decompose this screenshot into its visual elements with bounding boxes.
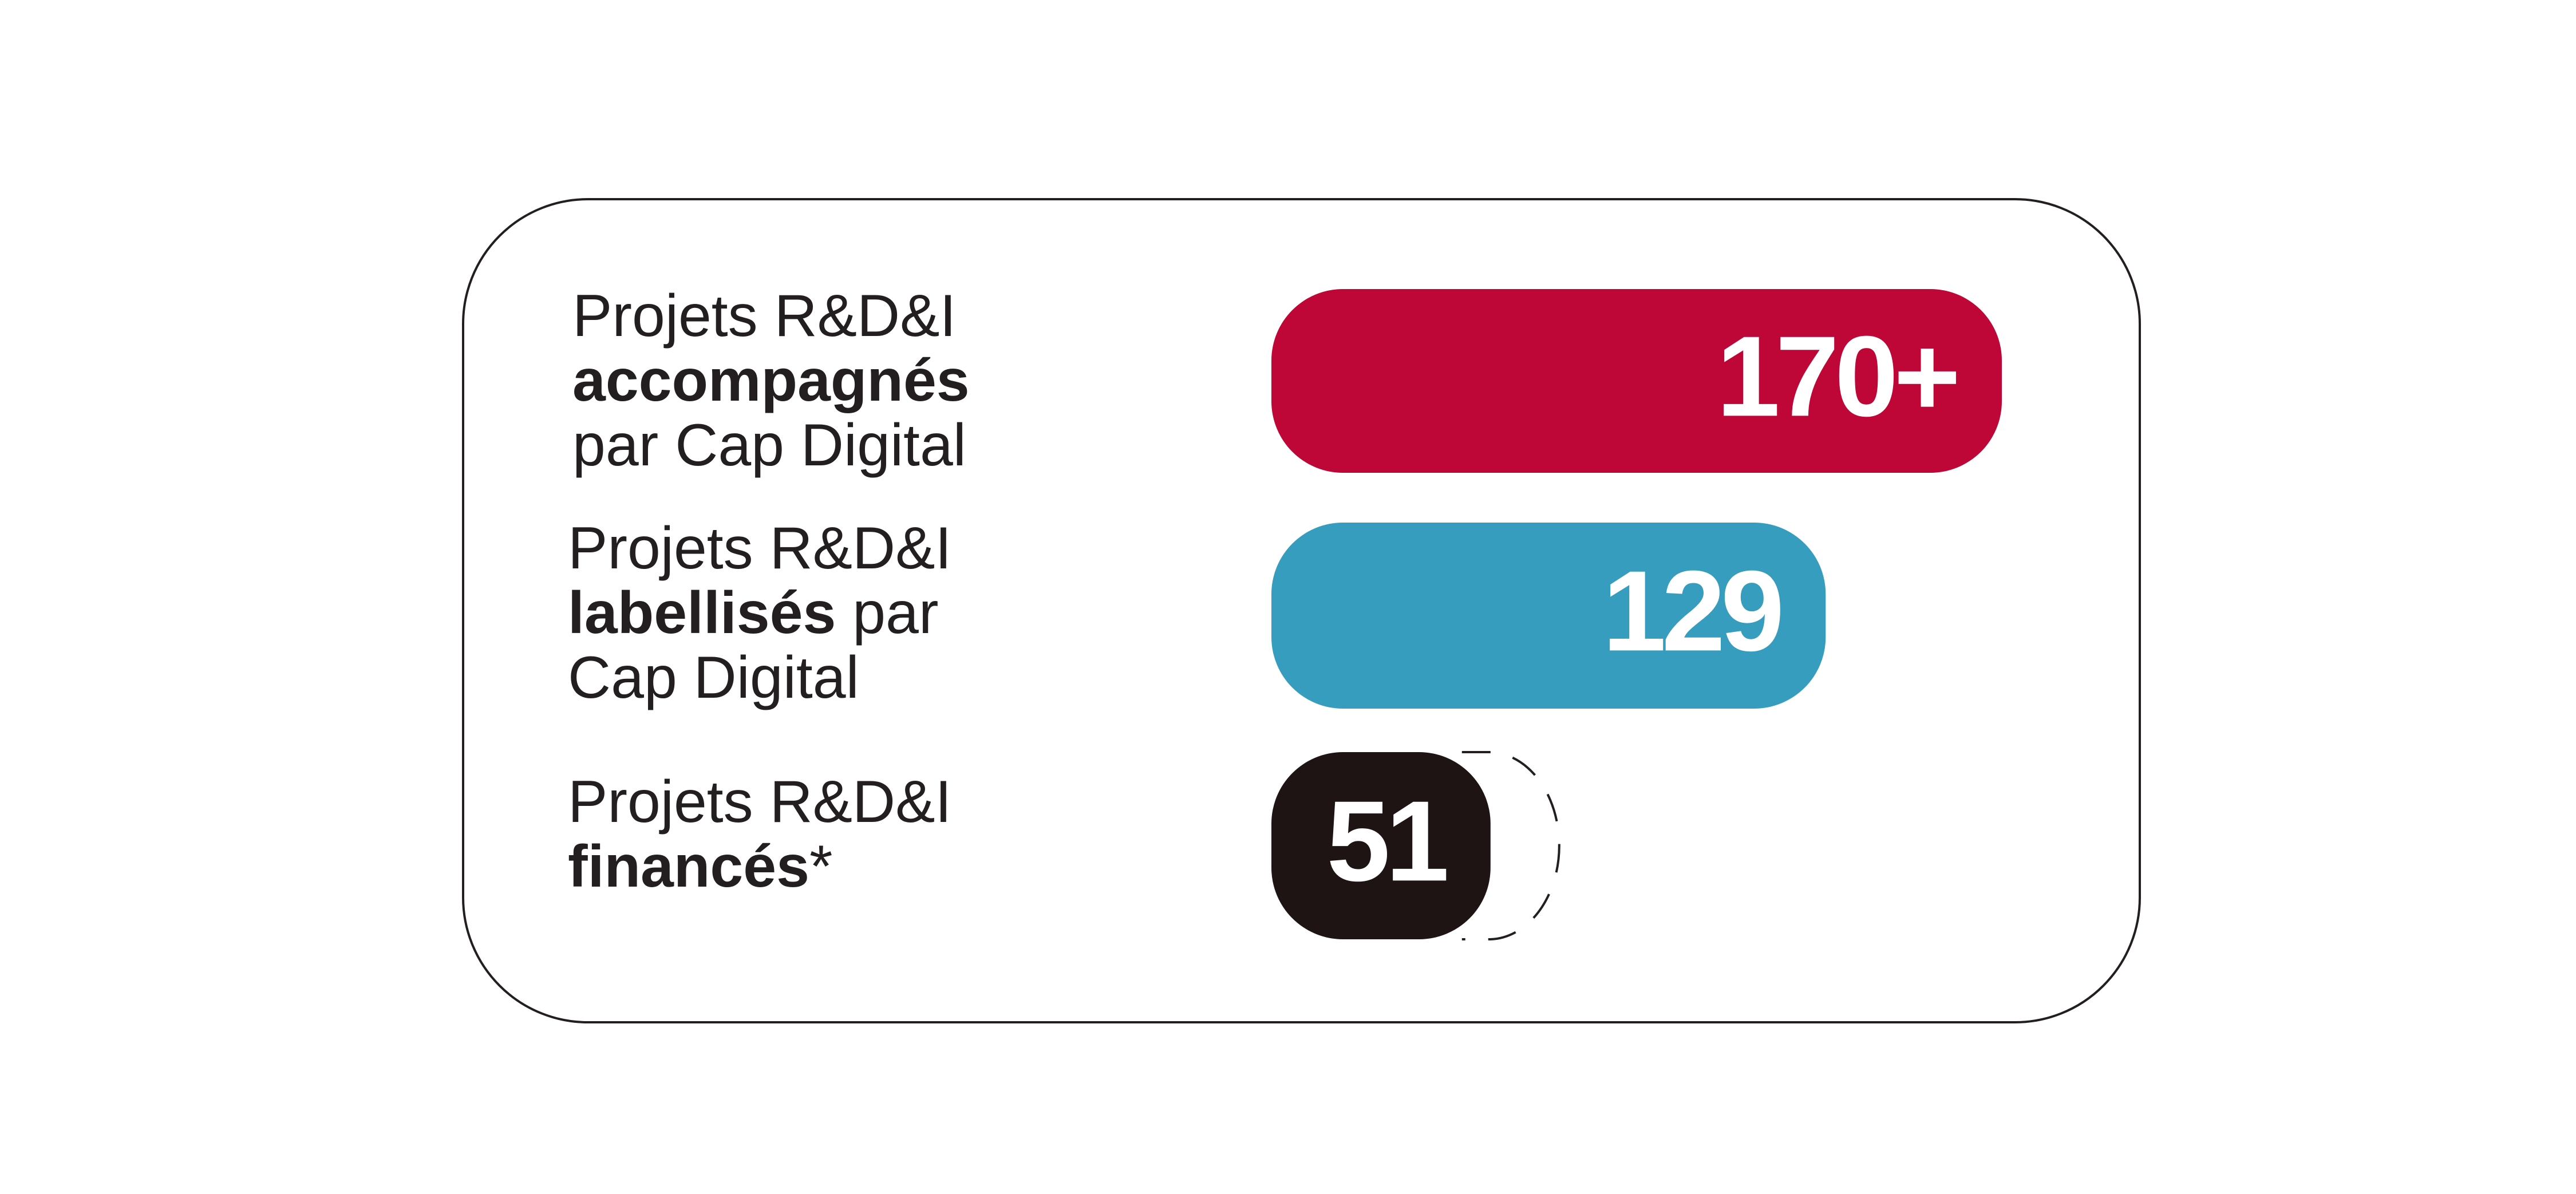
label-part: par — [836, 580, 938, 646]
category-label: Cap Digital — [568, 645, 859, 711]
category-label: Projets R&D&I — [568, 769, 951, 835]
label-part: * — [809, 833, 832, 900]
label-part: accompagnés — [572, 347, 970, 414]
category-label: Projets R&D&I — [572, 283, 956, 349]
label-part: Projets R&D&I — [568, 515, 951, 582]
label-part: par Cap Digital — [572, 412, 966, 479]
label-part: labellisés — [568, 580, 836, 646]
label-part: Projets R&D&I — [568, 769, 951, 835]
value-label: 170+ — [1717, 313, 1957, 440]
category-label: Projets R&D&I — [568, 515, 951, 582]
dashed-outline — [1461, 751, 1560, 940]
category-label: par Cap Digital — [572, 412, 966, 479]
value-label: 51 — [1326, 777, 1446, 905]
category-label: accompagnés — [572, 347, 970, 414]
category-label: labellisés par — [568, 580, 939, 646]
bar — [1271, 523, 1826, 709]
category-label: financés* — [568, 833, 832, 900]
bar — [1271, 289, 2002, 473]
frame — [462, 198, 2141, 1023]
label-part: Projets R&D&I — [572, 283, 956, 349]
label-part: Cap Digital — [568, 645, 859, 711]
label-part: financés — [568, 833, 809, 900]
bar — [1271, 752, 1491, 939]
value-label: 129 — [1603, 547, 1780, 675]
